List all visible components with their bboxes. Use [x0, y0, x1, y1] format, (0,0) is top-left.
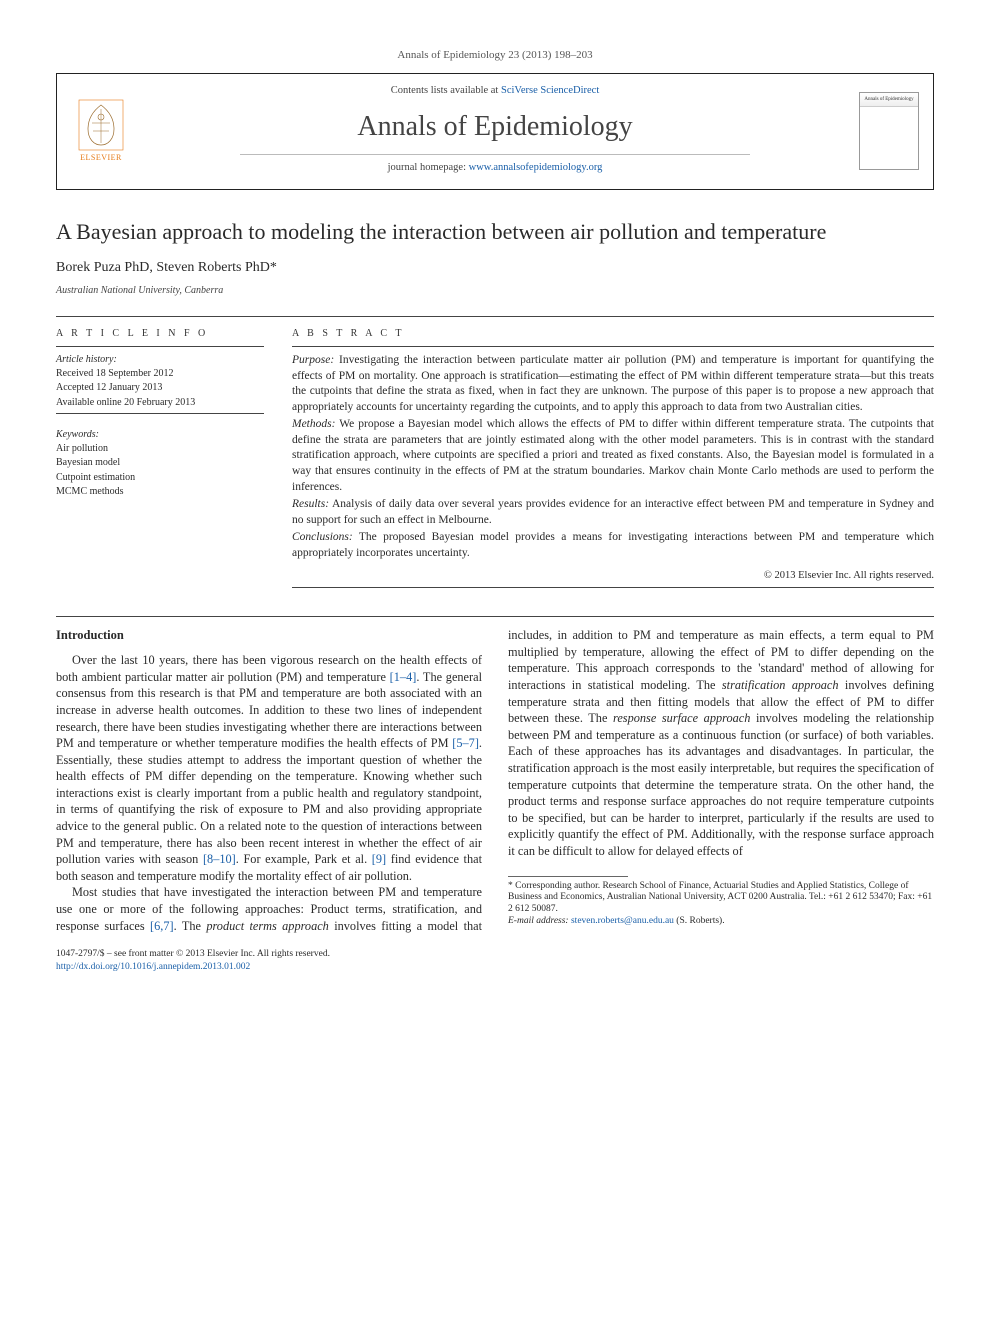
- issn-line: 1047-2797/$ – see front matter © 2013 El…: [56, 948, 934, 961]
- corresponding-mark: *: [270, 260, 277, 275]
- journal-cover-thumbnail: Annals of Epidemiology: [859, 92, 919, 170]
- article-info-heading: A R T I C L E I N F O: [56, 327, 264, 341]
- ref-link[interactable]: [9]: [372, 852, 386, 866]
- contents-line: Contents lists available at SciVerse Sci…: [131, 84, 859, 98]
- ref-link[interactable]: [1–4]: [390, 670, 417, 684]
- ref-link[interactable]: [8–10]: [203, 852, 236, 866]
- history-heading: Article history:: [56, 353, 264, 367]
- ref-link[interactable]: [5–7]: [452, 736, 479, 750]
- affiliation: Australian National University, Canberra: [56, 284, 934, 298]
- abstract-copyright: © 2013 Elsevier Inc. All rights reserved…: [292, 569, 934, 583]
- journal-name: Annals of Epidemiology: [131, 108, 859, 146]
- article-info-column: A R T I C L E I N F O Article history: R…: [56, 327, 264, 594]
- footnotes: * Corresponding author. Research School …: [508, 881, 934, 929]
- homepage-prefix: journal homepage:: [388, 162, 469, 173]
- intro-paragraph-1: Over the last 10 years, there has been v…: [56, 652, 482, 884]
- homepage-link[interactable]: www.annalsofepidemiology.org: [469, 162, 603, 173]
- abs-purpose: Investigating the interaction between pa…: [292, 354, 934, 413]
- contents-prefix: Contents lists available at: [391, 85, 501, 96]
- keywords-heading: Keywords:: [56, 428, 264, 442]
- divider: [56, 346, 264, 347]
- p2b: . The: [174, 919, 207, 933]
- abs-methods-lead: Methods:: [292, 418, 335, 430]
- doi-link[interactable]: http://dx.doi.org/10.1016/j.annepidem.20…: [56, 962, 250, 972]
- p1d: . For example, Park et al.: [236, 852, 372, 866]
- sciencedirect-link[interactable]: SciVerse ScienceDirect: [501, 85, 599, 96]
- history-received: Received 18 September 2012: [56, 367, 264, 381]
- p2e: involves modeling the relationship betwe…: [508, 711, 934, 858]
- history-accepted: Accepted 12 January 2013: [56, 381, 264, 395]
- divider: [56, 413, 264, 414]
- ref-link[interactable]: [6,7]: [150, 919, 174, 933]
- abs-conclusions-lead: Conclusions:: [292, 531, 353, 543]
- p2b-i1: product terms approach: [206, 919, 329, 933]
- keyword: Bayesian model: [56, 456, 264, 470]
- history-online: Available online 20 February 2013: [56, 396, 264, 410]
- divider: [292, 346, 934, 347]
- email-label: E-mail address:: [508, 916, 571, 926]
- bottom-meta: 1047-2797/$ – see front matter © 2013 El…: [56, 948, 934, 974]
- abs-methods: We propose a Bayesian model which allows…: [292, 418, 934, 492]
- p2d-i3: response surface approach: [613, 711, 750, 725]
- divider: [292, 587, 934, 588]
- footnote-rule: [508, 876, 628, 877]
- keyword: Cutpoint estimation: [56, 471, 264, 485]
- abstract-column: A B S T R A C T Purpose: Investigating t…: [292, 327, 934, 594]
- abs-results-lead: Results:: [292, 498, 329, 510]
- authors: Borek Puza PhD, Steven Roberts PhD*: [56, 259, 934, 278]
- email-link[interactable]: steven.roberts@anu.edu.au: [571, 916, 674, 926]
- p2c-i2: stratification approach: [722, 678, 839, 692]
- homepage-line: journal homepage: www.annalsofepidemiolo…: [240, 154, 750, 175]
- email-suffix: (S. Roberts).: [674, 916, 725, 926]
- cover-title: Annals of Epidemiology: [860, 93, 918, 107]
- keyword: MCMC methods: [56, 485, 264, 499]
- publisher-name: ELSEVIER: [80, 153, 122, 164]
- corresponding-author: * Corresponding author. Research School …: [508, 881, 934, 917]
- article-title: A Bayesian approach to modeling the inte…: [56, 218, 934, 246]
- p1c: . Essentially, these studies attempt to …: [56, 736, 482, 866]
- abs-conclusions: The proposed Bayesian model provides a m…: [292, 531, 934, 559]
- body-columns: Introduction Over the last 10 years, the…: [56, 627, 934, 934]
- journal-reference: Annals of Epidemiology 23 (2013) 198–203: [56, 48, 934, 63]
- abs-results: Analysis of daily data over several year…: [292, 498, 934, 526]
- abs-purpose-lead: Purpose:: [292, 354, 334, 366]
- divider: [56, 616, 934, 617]
- section-heading-introduction: Introduction: [56, 627, 482, 644]
- keyword: Air pollution: [56, 442, 264, 456]
- divider: [56, 316, 934, 317]
- author-names: Borek Puza PhD, Steven Roberts PhD: [56, 260, 270, 275]
- elsevier-logo: ELSEVIER: [71, 96, 131, 166]
- journal-header: ELSEVIER Contents lists available at Sci…: [56, 73, 934, 190]
- abstract-heading: A B S T R A C T: [292, 327, 934, 341]
